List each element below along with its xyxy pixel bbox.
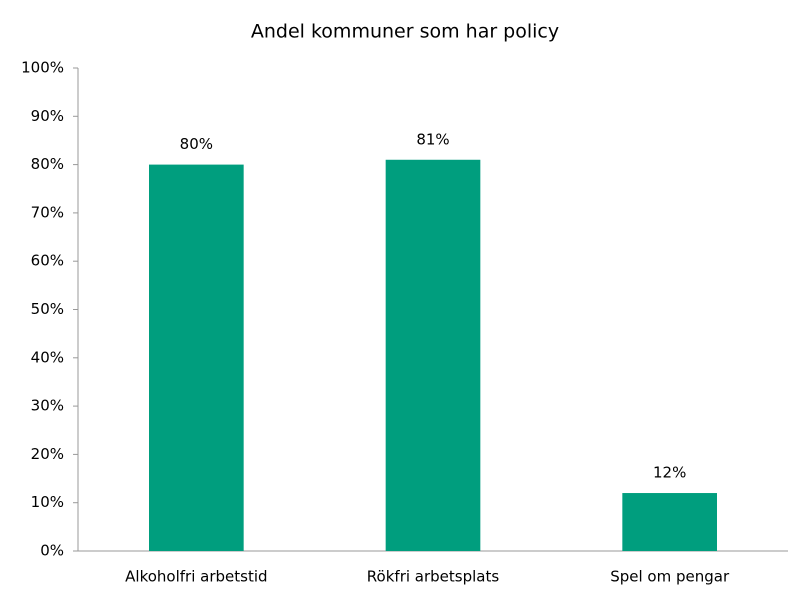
chart-title: Andel kommuner som har policy — [251, 21, 559, 43]
y-tick-label: 30% — [31, 397, 64, 415]
x-tick-label: Alkoholfri arbetstid — [125, 568, 267, 586]
y-tick-label: 70% — [31, 203, 64, 221]
y-tick-label: 20% — [31, 445, 64, 463]
y-tick-label: 40% — [31, 348, 64, 366]
bar — [149, 164, 244, 551]
y-tick-label: 50% — [31, 300, 64, 318]
y-tick-label: 10% — [31, 493, 64, 511]
x-tick-label: Spel om pengar — [610, 568, 730, 586]
x-tick-label: Rökfri arbetsplats — [367, 568, 500, 586]
y-tick-label: 80% — [31, 155, 64, 173]
bar — [385, 159, 481, 551]
data-label: 80% — [180, 135, 213, 153]
y-tick-label: 60% — [31, 252, 64, 270]
y-tick-label: 100% — [21, 59, 64, 77]
bar — [622, 493, 717, 551]
y-tick-label: 0% — [40, 542, 64, 560]
data-label: 12% — [653, 464, 686, 482]
y-tick-label: 90% — [31, 107, 64, 125]
data-label: 81% — [416, 130, 449, 148]
